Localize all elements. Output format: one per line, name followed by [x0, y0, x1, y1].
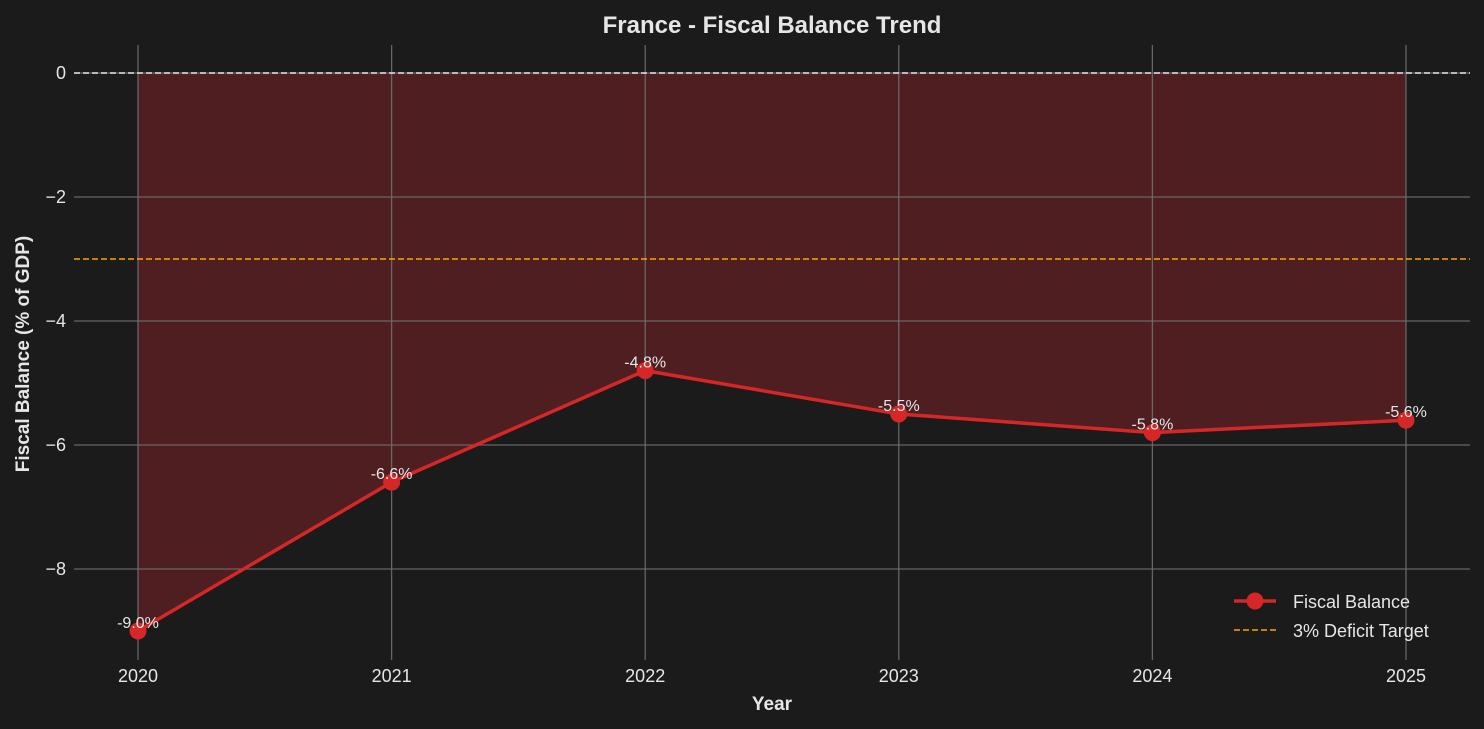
legend-label: Fiscal Balance: [1293, 592, 1410, 612]
data-point-marker: [383, 473, 401, 491]
y-axis-label: Fiscal Balance (% of GDP): [13, 236, 34, 473]
x-tick-label: 2023: [879, 666, 919, 686]
y-tick-label: −4: [45, 311, 66, 331]
y-gridlines: [74, 72, 1470, 570]
data-labels: -9.0% -6.6% -4.8% -5.5% -5.8% -5.6%: [117, 355, 1427, 632]
legend-item-fiscal-balance: Fiscal Balance: [1234, 592, 1410, 612]
x-tick-label: 2022: [625, 666, 665, 686]
data-label: -9.0%: [117, 615, 159, 632]
y-tick-label: −6: [45, 435, 66, 455]
data-point-marker: [1143, 424, 1161, 442]
plot-area: -9.0% -6.6% -4.8% -5.5% -5.8% -5.6%: [74, 45, 1470, 660]
x-tick-label: 2024: [1132, 666, 1172, 686]
data-point-marker: [129, 622, 147, 640]
legend-circle-marker-icon: [1246, 592, 1264, 610]
data-label: -6.6%: [371, 466, 413, 483]
data-label: -4.8%: [624, 355, 666, 372]
data-point-marker: [1397, 411, 1415, 429]
fiscal-balance-line: [137, 368, 1407, 633]
deficit-fill-area: [138, 73, 1406, 631]
y-tick-label: −8: [45, 559, 66, 579]
data-point-marker: [636, 362, 654, 380]
data-label: -5.8%: [1132, 417, 1174, 434]
y-tick-label: 0: [56, 63, 66, 83]
data-label: -5.5%: [878, 398, 920, 415]
legend: Fiscal Balance 3% Deficit Target: [1234, 592, 1429, 641]
data-point-marker: [890, 405, 908, 423]
y-tick-label: −2: [45, 187, 66, 207]
data-point-markers: [129, 362, 1415, 640]
x-gridlines: [137, 45, 1407, 660]
y-axis-ticks: 0 −2 −4 −6 −8: [45, 63, 66, 579]
legend-label: 3% Deficit Target: [1293, 621, 1429, 641]
chart-title: France - Fiscal Balance Trend: [603, 12, 942, 39]
data-label: -5.6%: [1385, 404, 1427, 421]
x-tick-label: 2020: [118, 666, 158, 686]
x-axis-label: Year: [752, 694, 793, 715]
x-tick-label: 2021: [372, 666, 412, 686]
legend-item-deficit-target: 3% Deficit Target: [1234, 621, 1429, 641]
x-tick-label: 2025: [1386, 666, 1426, 686]
x-axis-ticks: 2020 2021 2022 2023 2024 2025: [118, 666, 1426, 686]
